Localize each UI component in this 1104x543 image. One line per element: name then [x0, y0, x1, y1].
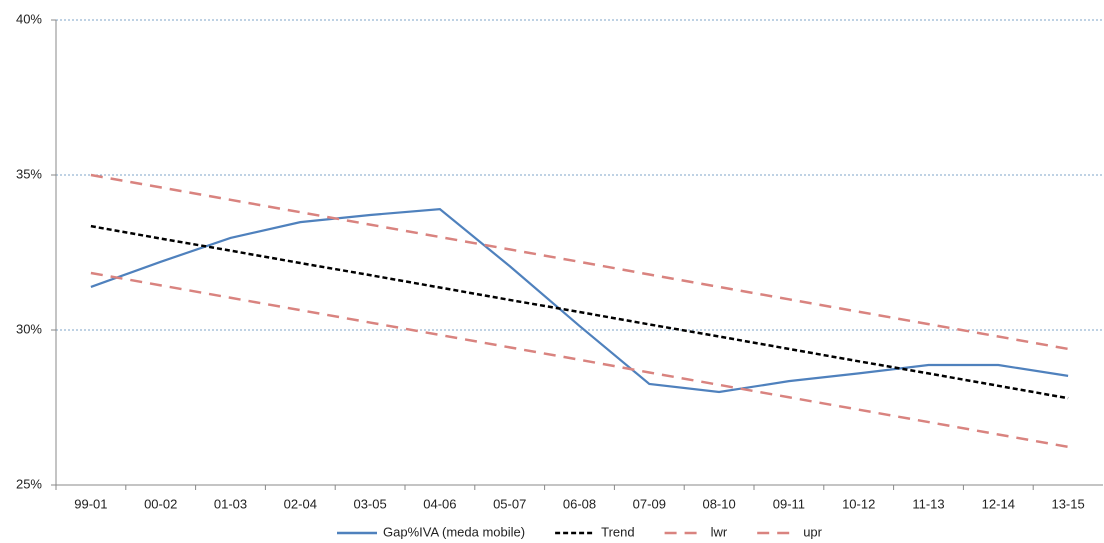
x-tick-label: 11-13	[912, 496, 944, 511]
x-tick-label: 08-10	[702, 496, 735, 511]
x-tick-label: 13-15	[1051, 496, 1084, 511]
series-line	[90, 173, 1069, 351]
y-tick-label: 35%	[16, 166, 42, 181]
series-line	[90, 224, 1069, 400]
x-tick-label: 12-14	[982, 496, 1015, 511]
y-tick-label: 25%	[16, 476, 42, 491]
x-tick-label: 09-11	[773, 496, 805, 511]
x-tick-label: 01-03	[214, 496, 247, 511]
x-tick-label: 10-12	[842, 496, 875, 511]
series-line	[90, 271, 1069, 449]
legend-label: lwr	[711, 524, 728, 539]
x-tick-label: 04-06	[423, 496, 456, 511]
x-tick-label: 05-07	[493, 496, 526, 511]
y-tick-label: 30%	[16, 321, 42, 336]
x-tick-label: 00-02	[144, 496, 177, 511]
x-tick-label: 99-01	[74, 496, 107, 511]
x-tick-label: 06-08	[563, 496, 596, 511]
x-tick-label: 07-09	[633, 496, 666, 511]
legend-label: Trend	[601, 524, 634, 539]
y-tick-label: 40%	[16, 11, 42, 26]
legend-label: upr	[803, 524, 822, 539]
x-tick-label: 03-05	[353, 496, 386, 511]
x-tick-label: 02-04	[284, 496, 317, 511]
series-line	[90, 207, 1069, 394]
legend-label: Gap%IVA (meda mobile)	[383, 524, 525, 539]
